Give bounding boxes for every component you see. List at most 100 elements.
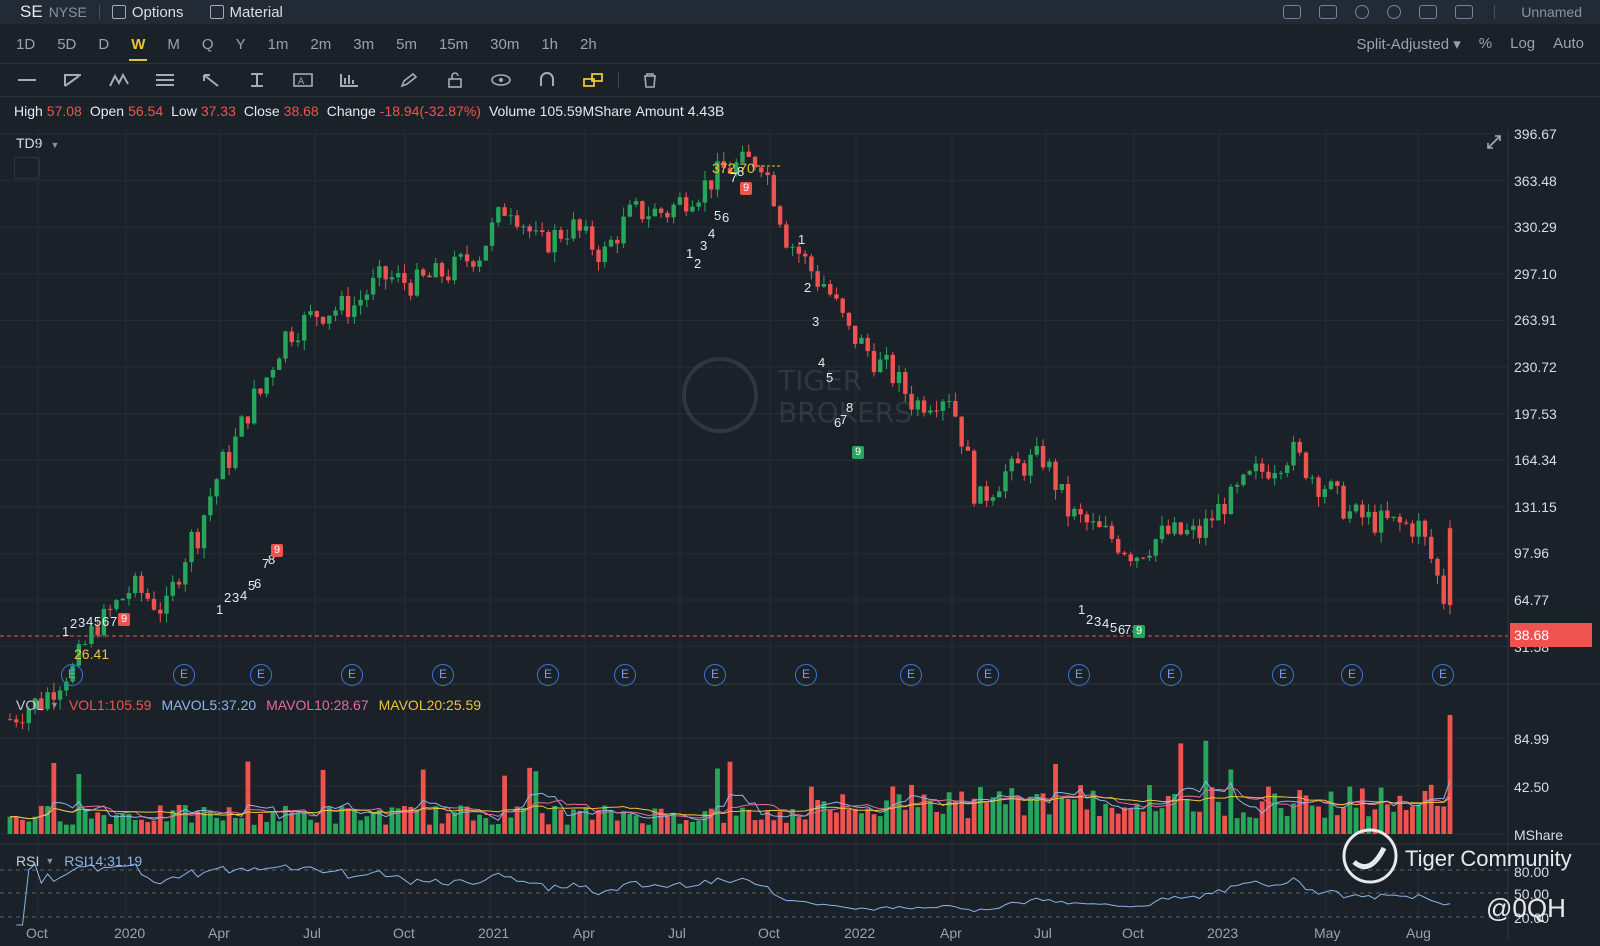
- candle-body: [859, 337, 864, 344]
- period-3m[interactable]: 3m: [353, 35, 375, 53]
- arrow-tool-icon[interactable]: [200, 72, 222, 88]
- expand-icon[interactable]: [1486, 134, 1502, 150]
- draw-edit-icon[interactable]: [1319, 5, 1338, 19]
- earnings-event-marker[interactable]: E: [704, 664, 726, 686]
- rsi-indicator-name[interactable]: RSI: [16, 853, 40, 869]
- link-drawings-icon[interactable]: [582, 72, 604, 88]
- earnings-event-marker[interactable]: E: [977, 664, 999, 686]
- candle-body: [1216, 503, 1221, 521]
- trash-icon[interactable]: [639, 72, 661, 88]
- earnings-event-marker[interactable]: E: [900, 664, 922, 686]
- volume-bar: [927, 800, 933, 834]
- period-5d[interactable]: 5D: [57, 35, 77, 53]
- candle-body: [1353, 504, 1359, 512]
- period-1m[interactable]: 1m: [267, 35, 289, 53]
- candle-body: [352, 305, 357, 317]
- earnings-event-marker[interactable]: E: [1341, 664, 1363, 686]
- candle-body: [1385, 510, 1390, 519]
- candle-body: [126, 593, 132, 599]
- period-15m[interactable]: 15m: [438, 35, 469, 53]
- candle-body: [258, 388, 263, 394]
- volume-bar: [721, 822, 727, 834]
- magnet-icon[interactable]: [536, 72, 558, 88]
- candle-body: [1391, 516, 1396, 519]
- bar-chart-tool-icon[interactable]: [338, 72, 360, 88]
- period-30m[interactable]: 30m: [490, 35, 520, 53]
- text-tool-icon[interactable]: A: [292, 72, 314, 88]
- indicator-icon[interactable]: [1283, 5, 1302, 19]
- mavol-line: [9, 795, 1451, 820]
- td-count-label: 5: [714, 208, 722, 223]
- volume-bar: [1240, 812, 1246, 834]
- earnings-event-marker[interactable]: E: [1160, 664, 1182, 686]
- layout-name[interactable]: Unnamed: [1521, 4, 1582, 20]
- line-tool-icon[interactable]: [16, 72, 38, 88]
- period-1h[interactable]: 1h: [541, 35, 559, 53]
- pattern-tool-icon[interactable]: [108, 72, 130, 88]
- time-axis-label: Jul: [668, 925, 686, 941]
- earnings-event-marker[interactable]: E: [341, 664, 363, 686]
- volume-bar: [264, 821, 270, 834]
- measure-tool-icon[interactable]: [246, 72, 268, 88]
- chevron-down-icon[interactable]: ▼: [50, 700, 59, 710]
- fib-tool-icon[interactable]: [154, 72, 176, 88]
- volume-bar: [840, 794, 846, 834]
- indicator-selector[interactable]: TD9 ▼: [16, 135, 59, 151]
- earnings-event-marker[interactable]: E: [173, 664, 195, 686]
- earnings-event-marker[interactable]: E: [250, 664, 272, 686]
- volume-bar: [232, 817, 238, 834]
- candle-body: [1403, 522, 1409, 524]
- volume-bar: [1253, 818, 1259, 834]
- earnings-event-marker[interactable]: E: [432, 664, 454, 686]
- volume-indicator-name[interactable]: VOL: [16, 697, 45, 713]
- earnings-event-marker[interactable]: E: [795, 664, 817, 686]
- period-2m[interactable]: 2m: [310, 35, 332, 53]
- candle-body: [82, 643, 88, 645]
- candle-body: [1335, 481, 1340, 486]
- candle-body: [1134, 557, 1140, 562]
- auto-toggle[interactable]: Auto: [1553, 35, 1584, 52]
- period-d[interactable]: D: [98, 35, 110, 53]
- eye-icon[interactable]: [490, 72, 512, 88]
- volume-bar: [539, 813, 545, 834]
- lock-icon[interactable]: [444, 72, 466, 88]
- td-count-label: 2: [70, 616, 78, 631]
- period-5m[interactable]: 5m: [396, 35, 417, 53]
- candle-body: [32, 698, 38, 710]
- amount-label: Amount: [635, 103, 684, 119]
- earnings-event-marker[interactable]: E: [1068, 664, 1090, 686]
- period-m[interactable]: M: [167, 35, 180, 53]
- volume-bar: [1378, 787, 1384, 834]
- fullscreen-icon[interactable]: [1419, 5, 1438, 19]
- log-toggle[interactable]: Log: [1510, 35, 1536, 52]
- refresh-icon[interactable]: [1355, 5, 1370, 19]
- earnings-event-marker[interactable]: E: [61, 664, 83, 686]
- symbol-ticker[interactable]: SE: [20, 2, 43, 21]
- earnings-event-marker[interactable]: E: [1432, 664, 1454, 686]
- period-2h[interactable]: 2h: [580, 35, 597, 53]
- period-y[interactable]: Y: [235, 35, 246, 53]
- earnings-event-marker[interactable]: E: [1272, 664, 1294, 686]
- layout-grid-icon[interactable]: [1455, 5, 1474, 19]
- volume-bar: [984, 802, 990, 834]
- earnings-event-marker[interactable]: E: [614, 664, 636, 686]
- pencil-icon[interactable]: [398, 72, 420, 88]
- options-menu[interactable]: Options: [111, 4, 184, 21]
- candle-body: [809, 256, 814, 272]
- earnings-event-marker[interactable]: E: [537, 664, 559, 686]
- gear-icon[interactable]: [1387, 5, 1402, 19]
- candle-body: [1278, 472, 1284, 474]
- trendline-tool-icon[interactable]: [62, 72, 84, 88]
- chevron-down-icon[interactable]: ▼: [45, 856, 55, 866]
- collapse-indicator-button[interactable]: [14, 157, 40, 179]
- period-q[interactable]: Q: [201, 35, 214, 53]
- material-menu[interactable]: Material: [209, 4, 283, 21]
- split-adjusted-select[interactable]: Split-Adjusted ▾: [1356, 36, 1461, 53]
- period-1d[interactable]: 1D: [16, 35, 36, 53]
- percent-toggle[interactable]: %: [1478, 35, 1493, 52]
- chart-grid: [0, 130, 1600, 940]
- candle-body: [752, 156, 758, 168]
- period-w[interactable]: W: [129, 32, 148, 61]
- candle-body: [89, 626, 94, 644]
